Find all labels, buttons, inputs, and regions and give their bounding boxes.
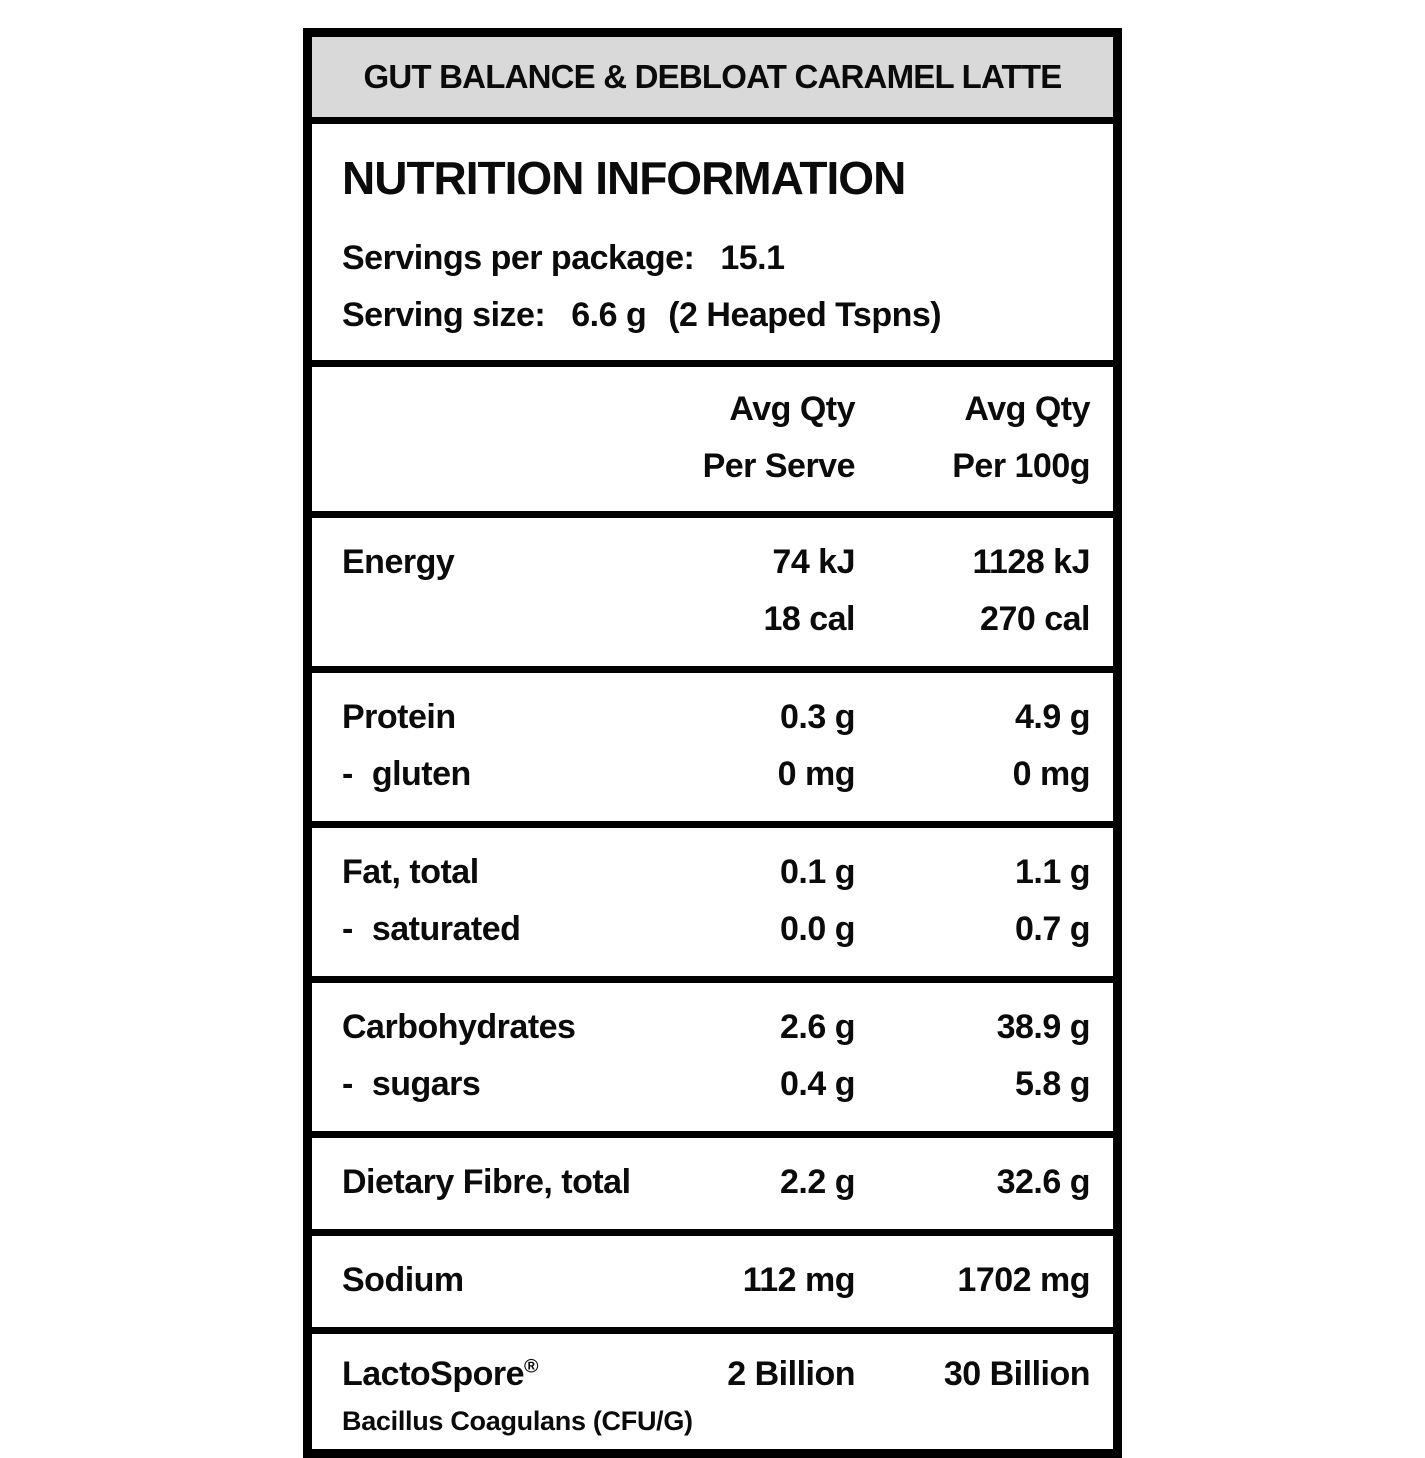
value-per-serve: 0.4 g <box>780 1065 855 1103</box>
value-per-serve: 0.3 g <box>780 698 855 736</box>
row-fat-main: Fat, total 0.1 g 1.1 g <box>312 844 1113 901</box>
row-fat-sub: - saturated 0.0 g 0.7 g <box>312 901 1113 958</box>
dash: - <box>342 1065 353 1103</box>
value-per-serve: 0.1 g <box>780 853 855 891</box>
column-headers-section: Avg Qty Avg Qty Per Serve Per 100g <box>312 360 1113 511</box>
value-per-100g: 0.7 g <box>1015 910 1090 948</box>
value-per-serve: 74 kJ <box>772 543 855 581</box>
value-per-serve: 2.2 g <box>780 1163 855 1201</box>
row-protein-main: Protein 0.3 g 4.9 g <box>312 689 1113 746</box>
value-per-serve: 2.6 g <box>780 1008 855 1046</box>
value-per-100g: 30 Billion <box>943 1355 1091 1393</box>
column-headers-row-2: Per Serve Per 100g <box>312 438 1113 495</box>
row-carbohydrates: Carbohydrates 2.6 g 38.9 g - sugars 0.4 g… <box>312 976 1113 1131</box>
lactospore-note: Bacillus Coagulans (CFU/G) <box>342 1406 693 1436</box>
row-label: LactoSpore® <box>342 1355 539 1393</box>
value-per-100g: 4.9 g <box>1015 698 1090 736</box>
servings-per-package-value: 15.1 <box>720 239 785 277</box>
value-per-100g: 0 mg <box>1012 755 1091 793</box>
serving-info: Servings per package: 15.1 Serving size: 6… <box>312 230 1113 344</box>
row-label: Sodium <box>342 1261 464 1299</box>
serving-size-label: Serving size: <box>342 296 546 334</box>
value-per-100g: 5.8 g <box>1015 1065 1090 1103</box>
column-headers-row-1: Avg Qty Avg Qty <box>312 381 1113 438</box>
nutrition-panel: GUT BALANCE & DEBLOAT CARAMEL LATTE NUTR… <box>303 28 1122 1458</box>
col-per-100g-line1: Avg Qty <box>964 390 1090 428</box>
value-per-serve: 112 mg <box>742 1261 856 1299</box>
row-sodium-main: Sodium 112 mg 1702 mg <box>312 1252 1113 1309</box>
serving-size-line: Serving size: 6.6 g (2 Heaped Tspns) <box>312 287 1113 344</box>
row-label: Protein <box>342 698 456 736</box>
row-dietary-fibre-main: Dietary Fibre, total 2.2 g 32.6 g <box>312 1154 1113 1211</box>
dash: - <box>342 755 353 793</box>
serving-size-note: (2 Heaped Tspns) <box>668 296 942 334</box>
servings-per-package-label: Servings per package: <box>342 239 695 277</box>
value-per-serve: 0 mg <box>777 755 856 793</box>
sub-row-label: - sugars <box>312 1056 638 1113</box>
row-label: Fat, total <box>342 853 479 891</box>
value-per-100g: 1702 mg <box>957 1261 1090 1299</box>
value-per-serve: 18 cal <box>763 600 855 638</box>
product-title: GUT BALANCE & DEBLOAT CARAMEL LATTE <box>363 58 1063 95</box>
row-lactospore-main: LactoSpore® 2 Billion 30 Billion <box>312 1346 1113 1403</box>
row-carbohydrates-sub: - sugars 0.4 g 5.8 g <box>312 1056 1113 1113</box>
row-sodium: Sodium 112 mg 1702 mg <box>312 1229 1113 1327</box>
row-lactospore: LactoSpore® 2 Billion 30 Billion Bacillu… <box>312 1327 1113 1449</box>
value-per-100g: 1.1 g <box>1015 853 1090 891</box>
row-protein-sub: - gluten 0 mg 0 mg <box>312 746 1113 803</box>
value-per-100g: 1128 kJ <box>972 543 1090 581</box>
servings-per-package-line: Servings per package: 15.1 <box>312 230 1113 287</box>
col-per-serve-line2: Per Serve <box>702 447 856 485</box>
row-dietary-fibre: Dietary Fibre, total 2.2 g 32.6 g <box>312 1131 1113 1229</box>
sub-row-label: - gluten <box>312 746 638 803</box>
row-label: Energy <box>342 543 455 581</box>
row-energy-line1: Energy 74 kJ 1128 kJ <box>312 534 1113 591</box>
dash: - <box>342 910 353 948</box>
row-energy: Energy 74 kJ 1128 kJ 18 cal 270 cal <box>312 511 1113 666</box>
value-per-100g: 38.9 g <box>996 1008 1091 1046</box>
product-title-band: GUT BALANCE & DEBLOAT CARAMEL LATTE <box>312 37 1113 117</box>
value-per-100g: 270 cal <box>980 600 1090 638</box>
col-per-serve-line1: Avg Qty <box>729 390 855 428</box>
serving-size-value: 6.6 g <box>571 296 647 334</box>
page-title: NUTRITION INFORMATION <box>342 152 906 204</box>
registered-trademark-symbol: ® <box>524 1355 539 1378</box>
row-label: Dietary Fibre, total <box>342 1163 631 1201</box>
title-section: NUTRITION INFORMATION Servings per packa… <box>312 117 1113 360</box>
col-per-100g-line2: Per 100g <box>952 447 1090 485</box>
row-carbohydrates-main: Carbohydrates 2.6 g 38.9 g <box>312 999 1113 1056</box>
value-per-100g: 32.6 g <box>996 1163 1091 1201</box>
row-protein: Protein 0.3 g 4.9 g - gluten 0 mg 0 mg <box>312 666 1113 821</box>
row-label: Carbohydrates <box>342 1008 576 1046</box>
value-per-serve: 0.0 g <box>780 910 855 948</box>
row-fat: Fat, total 0.1 g 1.1 g - saturated 0.0 g … <box>312 821 1113 976</box>
sub-row-label: - saturated <box>312 901 638 958</box>
row-energy-line2: 18 cal 270 cal <box>312 591 1113 648</box>
value-per-serve: 2 Billion <box>727 1355 855 1393</box>
